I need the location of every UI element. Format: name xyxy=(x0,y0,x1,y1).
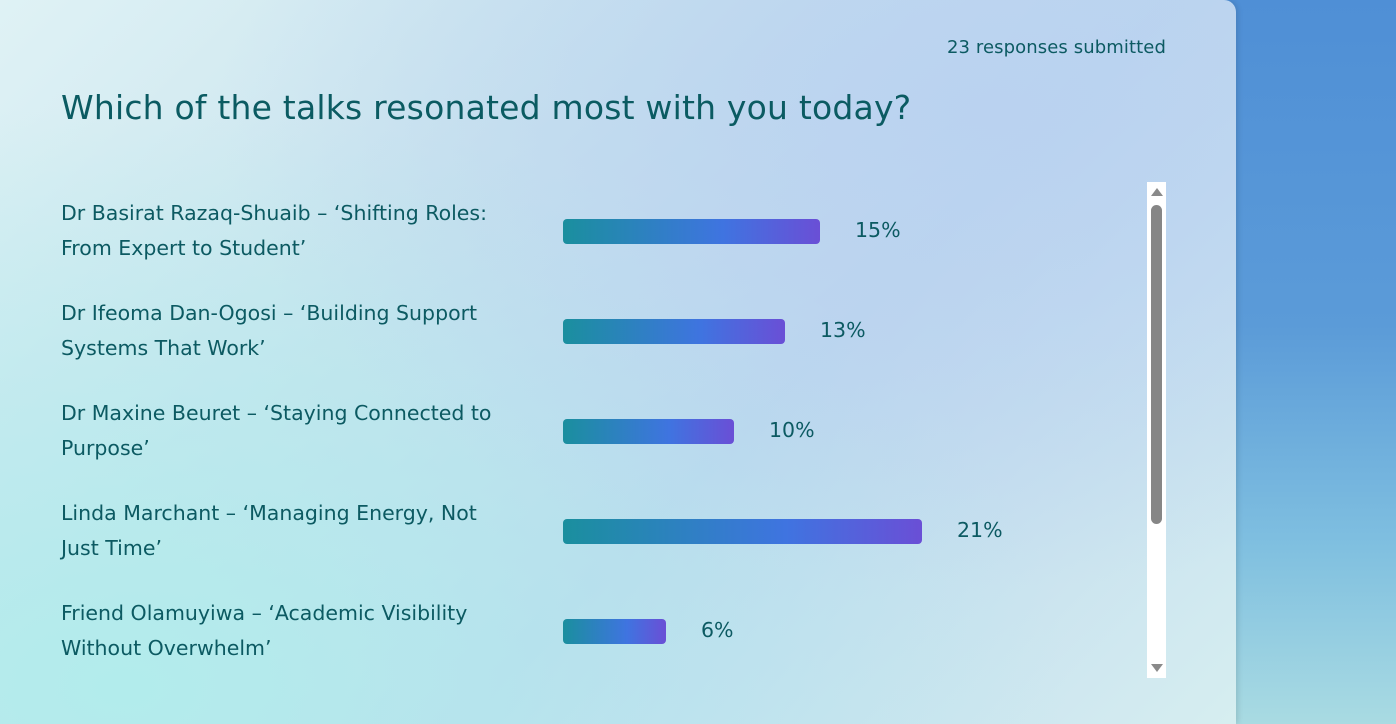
result-bar xyxy=(563,419,734,444)
result-row: Dr Basirat Razaq-Shuaib – ‘Shifting Role… xyxy=(61,196,1121,296)
option-label-line: From Expert to Student’ xyxy=(61,236,307,260)
option-label-line: Linda Marchant – ‘Managing Energy, Not xyxy=(61,501,477,525)
option-label-line: Purpose’ xyxy=(61,436,150,460)
result-percent: 10% xyxy=(769,418,815,442)
result-bar xyxy=(563,319,785,344)
option-label: Linda Marchant – ‘Managing Energy, Not J… xyxy=(61,496,511,566)
result-percent: 6% xyxy=(701,618,734,642)
option-label-line: Systems That Work’ xyxy=(61,336,266,360)
option-label-line: Without Overwhelm’ xyxy=(61,636,272,660)
option-label: Friend Olamuyiwa – ‘Academic Visibility … xyxy=(61,596,511,666)
result-row: Friend Olamuyiwa – ‘Academic Visibility … xyxy=(61,596,1121,696)
option-label-line: Dr Basirat Razaq-Shuaib – ‘Shifting Role… xyxy=(61,201,488,225)
result-bar xyxy=(563,519,922,544)
scroll-up-icon[interactable] xyxy=(1151,188,1163,196)
option-label-line: Dr Maxine Beuret – ‘Staying Connected to xyxy=(61,401,492,425)
result-bar xyxy=(563,619,666,644)
scrollbar-thumb[interactable] xyxy=(1151,205,1162,524)
response-count: 23 responses submitted xyxy=(946,37,1166,58)
result-percent: 21% xyxy=(957,518,1003,542)
option-label: Dr Basirat Razaq-Shuaib – ‘Shifting Role… xyxy=(61,196,511,266)
result-bar xyxy=(563,219,820,244)
option-label: Dr Maxine Beuret – ‘Staying Connected to… xyxy=(61,396,511,466)
result-row: Linda Marchant – ‘Managing Energy, Not J… xyxy=(61,496,1121,596)
option-label: Dr Ifeoma Dan-Ogosi – ‘Building Support … xyxy=(61,296,511,366)
result-percent: 13% xyxy=(820,318,866,342)
poll-question: Which of the talks resonated most with y… xyxy=(61,88,912,127)
results-list: Dr Basirat Razaq-Shuaib – ‘Shifting Role… xyxy=(61,196,1121,696)
result-percent: 15% xyxy=(855,218,901,242)
scroll-down-icon[interactable] xyxy=(1151,664,1163,672)
option-label-line: Just Time’ xyxy=(61,536,162,560)
result-row: Dr Maxine Beuret – ‘Staying Connected to… xyxy=(61,396,1121,496)
vertical-scrollbar[interactable] xyxy=(1147,182,1166,678)
option-label-line: Dr Ifeoma Dan-Ogosi – ‘Building Support xyxy=(61,301,478,325)
poll-results-panel: 23 responses submitted Which of the talk… xyxy=(0,0,1236,724)
option-label-line: Friend Olamuyiwa – ‘Academic Visibility xyxy=(61,601,468,625)
result-row: Dr Ifeoma Dan-Ogosi – ‘Building Support … xyxy=(61,296,1121,396)
